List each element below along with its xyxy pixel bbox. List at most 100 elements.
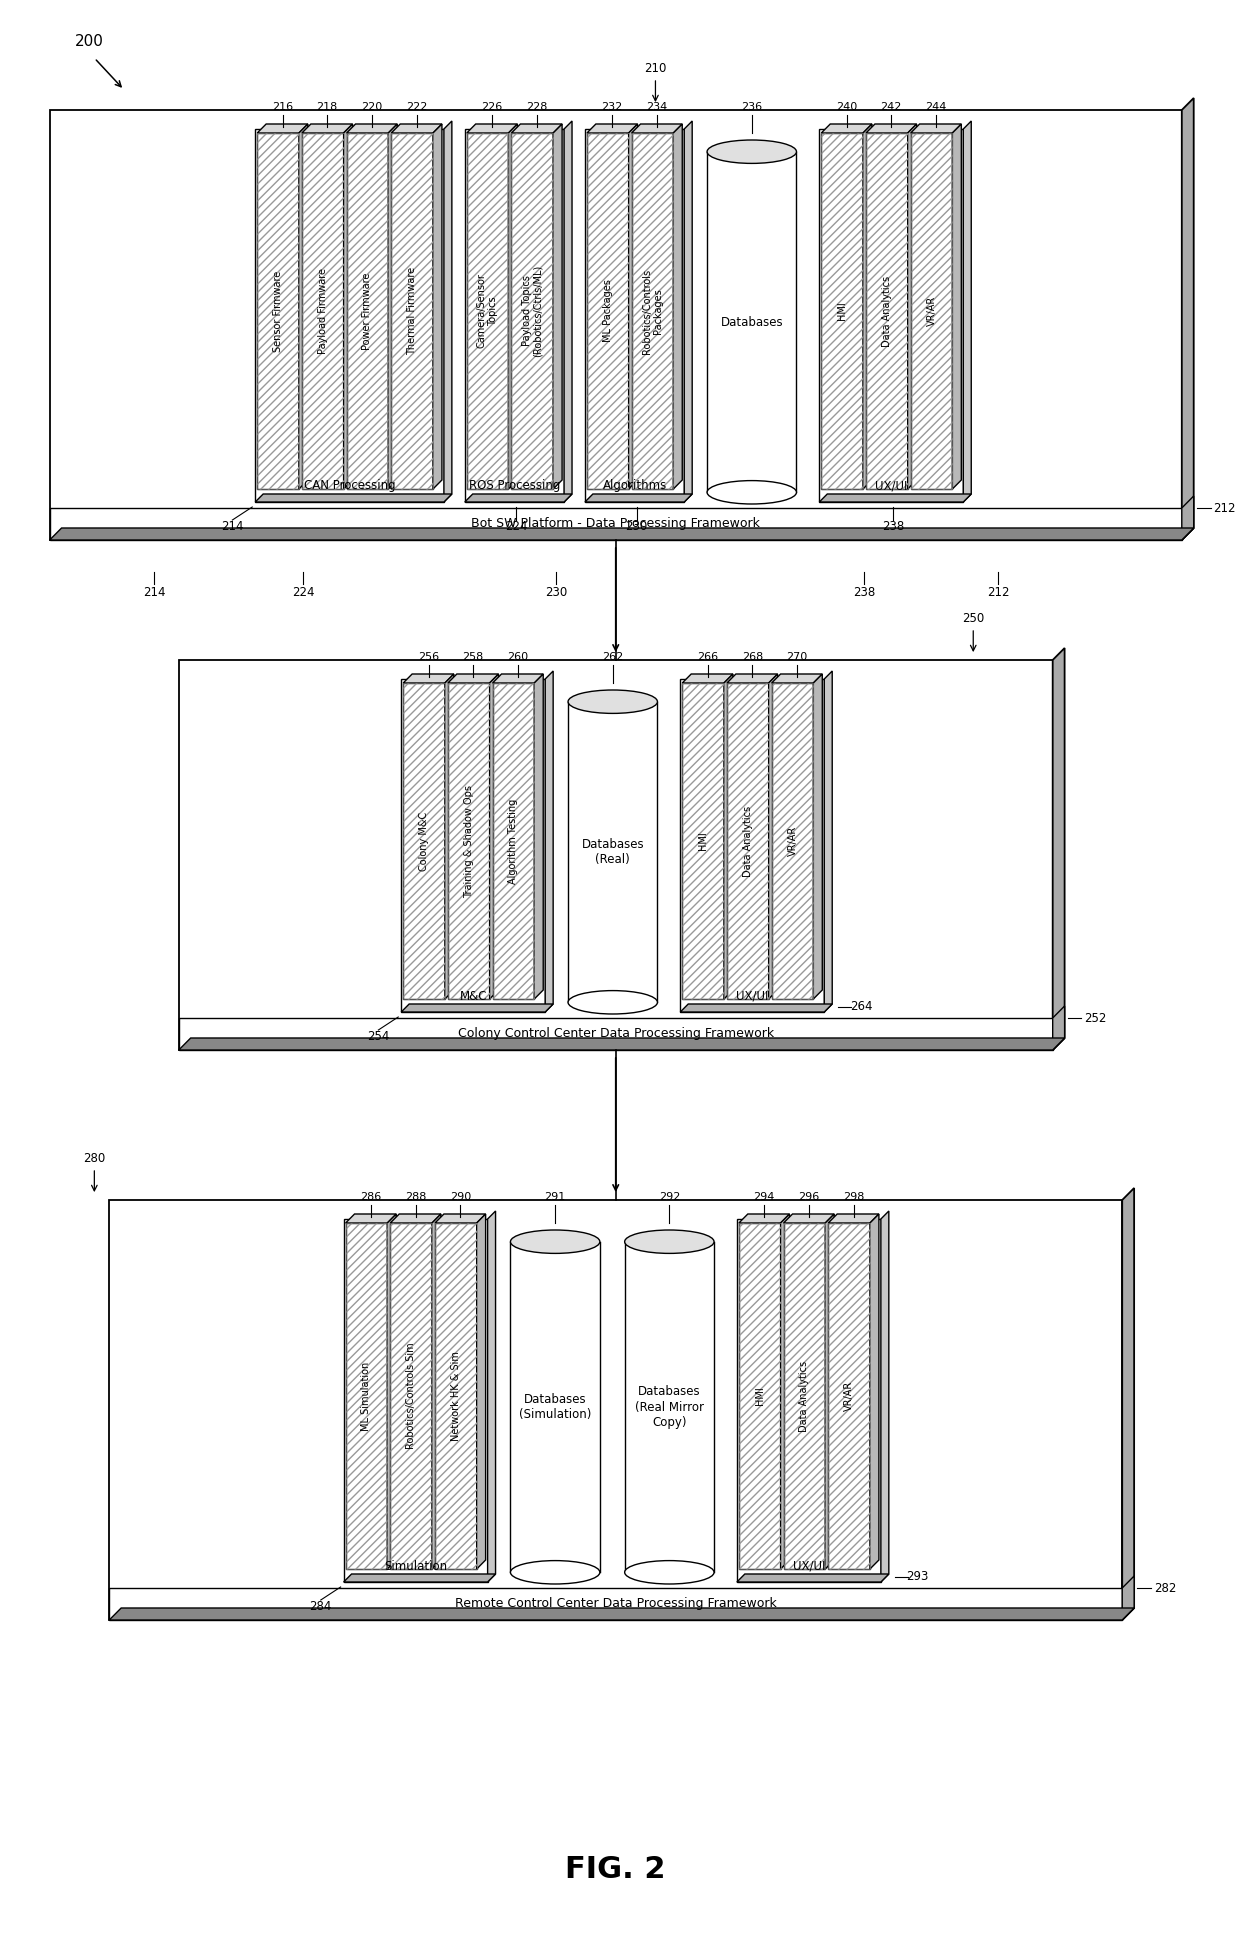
- Text: 288: 288: [405, 1191, 427, 1203]
- Polygon shape: [392, 124, 441, 134]
- Polygon shape: [863, 124, 872, 488]
- Text: (Real Mirror: (Real Mirror: [635, 1400, 704, 1414]
- Polygon shape: [301, 124, 352, 134]
- Text: Copy): Copy): [652, 1416, 687, 1430]
- Text: Robotics/Controls Sim: Robotics/Controls Sim: [407, 1342, 417, 1449]
- Polygon shape: [50, 507, 1182, 540]
- Polygon shape: [631, 124, 682, 134]
- Polygon shape: [553, 124, 562, 488]
- Text: Databases: Databases: [639, 1385, 701, 1399]
- Polygon shape: [825, 670, 832, 1011]
- Text: 268: 268: [742, 653, 763, 662]
- Polygon shape: [343, 1575, 496, 1583]
- Text: UX/UI: UX/UI: [792, 1559, 825, 1573]
- Polygon shape: [828, 1222, 870, 1569]
- Polygon shape: [629, 124, 637, 488]
- Text: 222: 222: [405, 103, 428, 112]
- Polygon shape: [673, 124, 682, 488]
- Polygon shape: [511, 134, 553, 488]
- Polygon shape: [625, 1242, 714, 1573]
- Text: Databases: Databases: [523, 1393, 587, 1406]
- Polygon shape: [821, 124, 872, 134]
- Polygon shape: [50, 110, 1182, 540]
- Text: 260: 260: [507, 653, 528, 662]
- Polygon shape: [387, 1214, 397, 1569]
- Polygon shape: [1053, 1005, 1065, 1050]
- Polygon shape: [403, 674, 454, 684]
- Polygon shape: [1122, 1187, 1135, 1619]
- Text: VR/AR: VR/AR: [844, 1381, 854, 1412]
- Text: 256: 256: [418, 653, 439, 662]
- Polygon shape: [492, 674, 543, 684]
- Polygon shape: [866, 124, 916, 134]
- Text: Training & Shadow Ops: Training & Shadow Ops: [464, 784, 474, 897]
- Text: 224: 224: [505, 521, 528, 533]
- Text: 284: 284: [310, 1600, 332, 1614]
- Polygon shape: [739, 1214, 790, 1222]
- Text: M&C: M&C: [460, 990, 487, 1003]
- Polygon shape: [682, 684, 724, 999]
- Text: 228: 228: [526, 103, 548, 112]
- Text: Payload Topics
(Robotics/Ctrls/ML): Payload Topics (Robotics/Ctrls/ML): [522, 265, 543, 356]
- Text: HMI: HMI: [837, 302, 847, 320]
- Polygon shape: [737, 1575, 889, 1583]
- Text: Camera/Sensor
Topics: Camera/Sensor Topics: [477, 273, 498, 349]
- Text: Robotics/Controls
Packages: Robotics/Controls Packages: [641, 269, 663, 354]
- Polygon shape: [257, 134, 299, 488]
- Polygon shape: [963, 120, 971, 502]
- Polygon shape: [952, 124, 961, 488]
- Polygon shape: [448, 684, 490, 999]
- Text: 242: 242: [880, 103, 901, 112]
- Text: 270: 270: [786, 653, 807, 662]
- Polygon shape: [346, 1222, 387, 1569]
- Polygon shape: [737, 1218, 880, 1583]
- Text: 232: 232: [601, 103, 622, 112]
- Polygon shape: [466, 124, 517, 134]
- Text: 240: 240: [836, 103, 857, 112]
- Polygon shape: [784, 1214, 835, 1222]
- Ellipse shape: [568, 690, 657, 713]
- Text: 266: 266: [697, 653, 718, 662]
- Text: ML Packages: ML Packages: [603, 279, 613, 343]
- Polygon shape: [391, 1214, 441, 1222]
- Polygon shape: [866, 134, 908, 488]
- Text: FIG. 2: FIG. 2: [565, 1856, 666, 1885]
- Text: 298: 298: [843, 1191, 864, 1203]
- Polygon shape: [347, 124, 397, 134]
- Polygon shape: [179, 1038, 1065, 1050]
- Text: Data Analytics: Data Analytics: [743, 806, 753, 877]
- Text: 212: 212: [987, 585, 1009, 599]
- Polygon shape: [435, 1214, 486, 1222]
- Text: Data Analytics: Data Analytics: [800, 1360, 810, 1431]
- Polygon shape: [585, 130, 684, 502]
- Polygon shape: [1053, 649, 1065, 1050]
- Polygon shape: [109, 1588, 1122, 1619]
- Polygon shape: [465, 494, 572, 502]
- Polygon shape: [448, 674, 498, 684]
- Text: Remote Control Center Data Processing Framework: Remote Control Center Data Processing Fr…: [455, 1598, 776, 1610]
- Text: 264: 264: [849, 1001, 872, 1013]
- Polygon shape: [435, 1222, 476, 1569]
- Polygon shape: [1182, 496, 1194, 540]
- Text: 224: 224: [291, 585, 314, 599]
- Text: 238: 238: [882, 521, 904, 533]
- Text: 282: 282: [1154, 1581, 1177, 1594]
- Polygon shape: [681, 680, 825, 1011]
- Polygon shape: [769, 674, 777, 999]
- Text: 210: 210: [645, 62, 667, 74]
- Polygon shape: [821, 134, 863, 488]
- Polygon shape: [784, 1222, 826, 1569]
- Text: 244: 244: [925, 103, 946, 112]
- Polygon shape: [681, 1003, 832, 1011]
- Polygon shape: [870, 1214, 879, 1569]
- Text: Colony M&C: Colony M&C: [419, 812, 429, 870]
- Text: Databases: Databases: [720, 316, 784, 329]
- Polygon shape: [347, 134, 388, 488]
- Polygon shape: [908, 124, 916, 488]
- Polygon shape: [346, 1214, 397, 1222]
- Polygon shape: [707, 151, 796, 492]
- Polygon shape: [255, 130, 444, 502]
- Polygon shape: [682, 674, 733, 684]
- Text: 236: 236: [742, 103, 763, 112]
- Text: 294: 294: [754, 1191, 775, 1203]
